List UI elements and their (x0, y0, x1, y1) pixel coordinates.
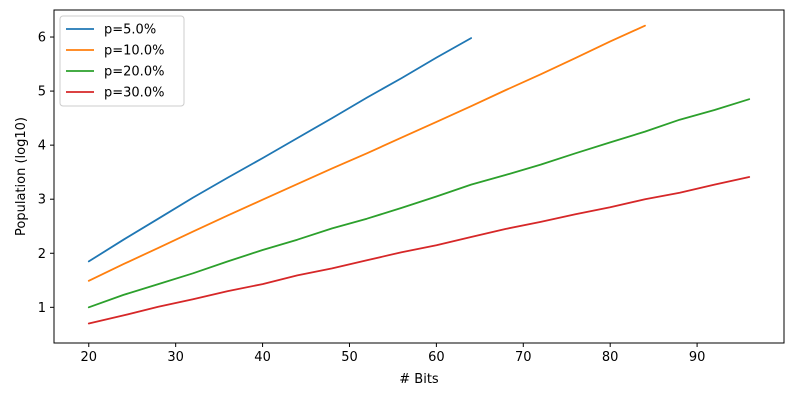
y-axis: 1 2 3 4 5 6 (38, 31, 54, 316)
legend: p=5.0% p=10.0% p=20.0% p=30.0% (59, 15, 185, 107)
y-tick-label: 5 (38, 85, 46, 100)
legend-label: p=10.0% (104, 44, 164, 59)
legend-label: p=20.0% (104, 65, 164, 80)
y-tick-label: 6 (38, 31, 46, 46)
x-tick-label: 20 (80, 350, 97, 365)
series-layer (87, 24, 751, 325)
x-tick-label: 60 (428, 350, 445, 365)
x-tick-label: 30 (167, 350, 184, 365)
series-line-4 (87, 176, 751, 325)
x-tick-label: 80 (602, 350, 619, 365)
x-tick-label: 50 (341, 350, 358, 365)
legend-box (59, 15, 185, 107)
x-tick-label: 90 (689, 350, 706, 365)
y-tick-label: 1 (38, 301, 46, 316)
y-tick-label: 4 (38, 139, 46, 154)
x-axis-label: # Bits (399, 372, 439, 387)
series-line-3 (87, 98, 751, 309)
legend-label: p=5.0% (104, 23, 156, 38)
legend-label: p=30.0% (104, 86, 164, 101)
y-tick-label: 2 (38, 247, 46, 262)
plot-frame (53, 9, 785, 344)
x-axis: 20 30 40 50 60 70 80 90 (80, 343, 705, 365)
series-line-2 (87, 24, 646, 282)
series-line-1 (87, 37, 473, 263)
y-axis-label: Population (log10) (14, 117, 29, 236)
y-tick-label: 3 (38, 193, 46, 208)
x-tick-label: 40 (254, 350, 271, 365)
x-tick-label: 70 (515, 350, 532, 365)
